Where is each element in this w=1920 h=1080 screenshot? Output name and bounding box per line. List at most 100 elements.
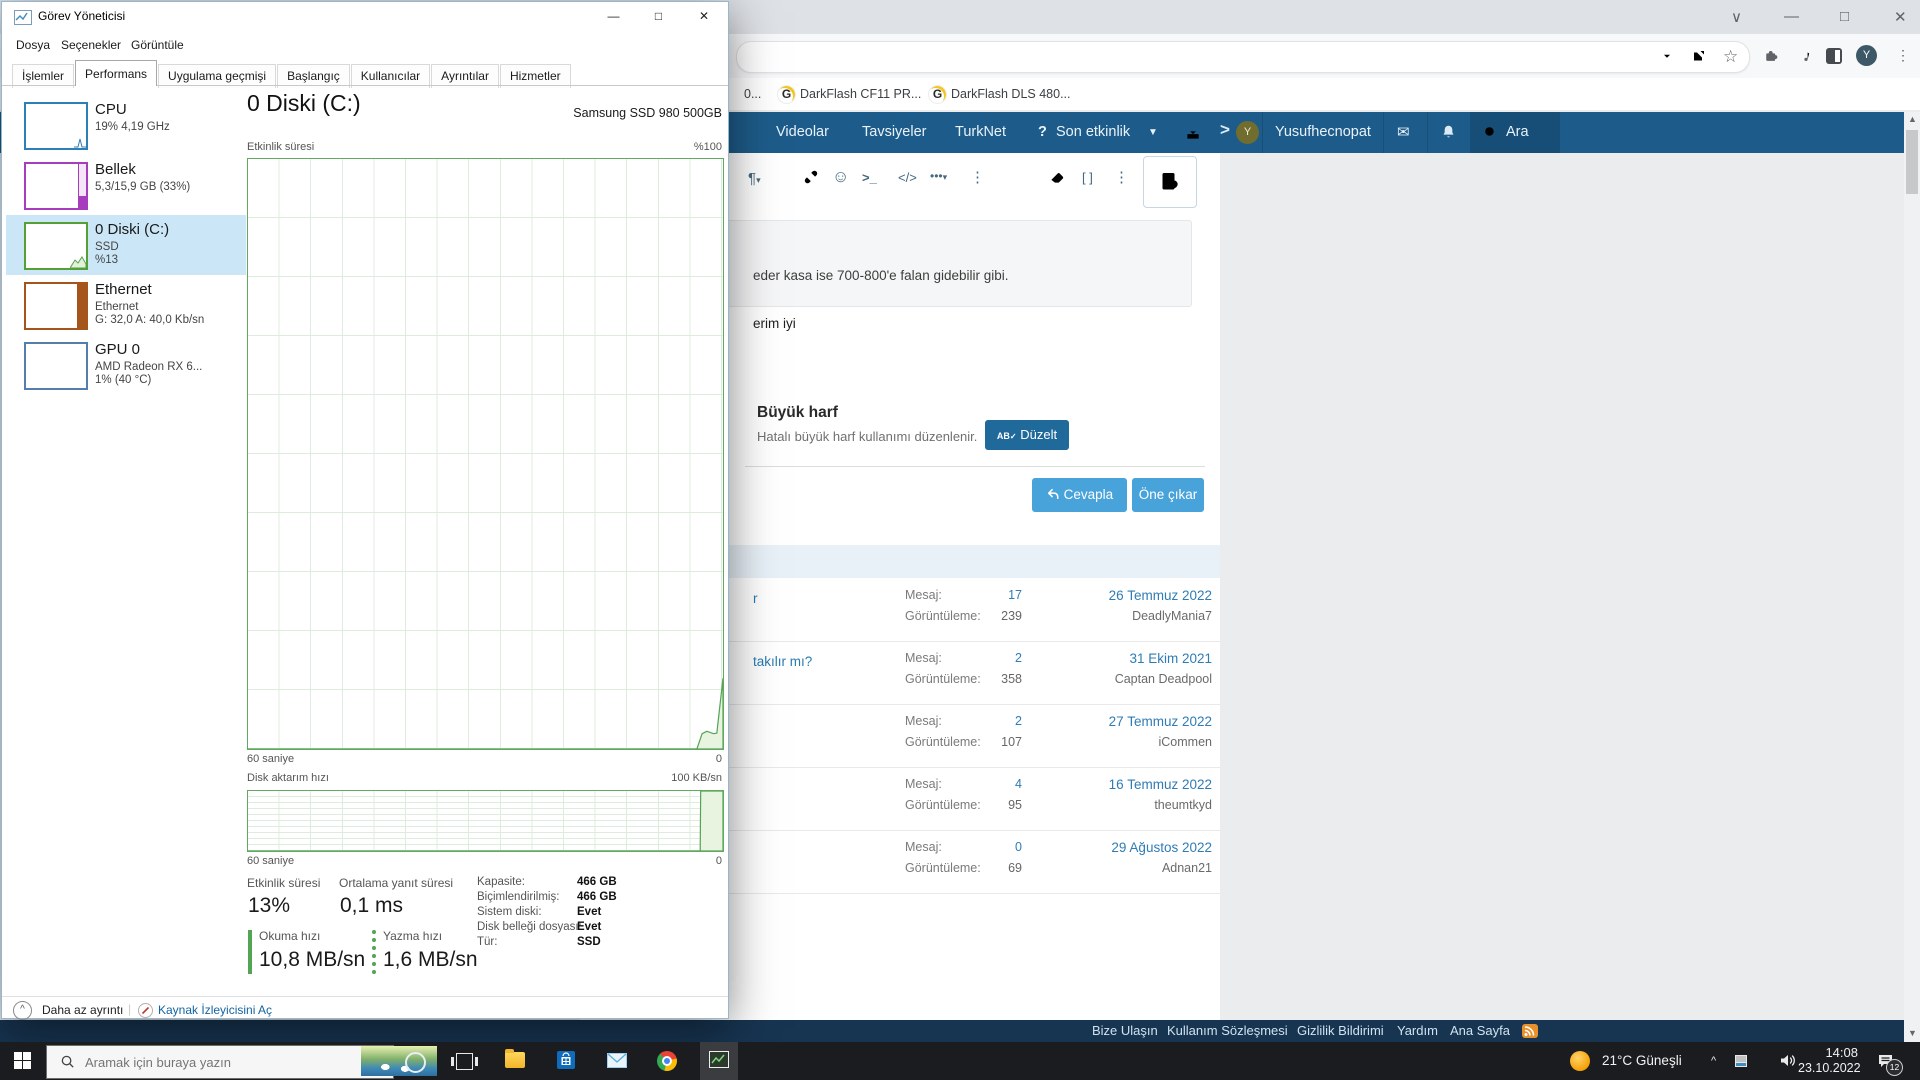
browser-minimize-button[interactable]: — — [1784, 8, 1799, 25]
thread-title-link[interactable]: takılır mı? — [753, 654, 813, 669]
footer-link[interactable]: Bize Ulaşın — [1092, 1023, 1158, 1038]
menu-secenekler[interactable]: Seçenekler — [61, 38, 122, 52]
weather-text[interactable]: 21°C Güneşli — [1602, 1053, 1682, 1068]
toolbar-dots-icon[interactable]: ⋮ — [970, 169, 985, 186]
open-resource-monitor-link[interactable]: Kaynak İzleyicisini Aç — [158, 1003, 273, 1017]
taskbar-search-box[interactable] — [46, 1045, 437, 1079]
bookmark-item[interactable]: DarkFlash CF11 PR... — [800, 87, 922, 101]
smiley-icon[interactable]: ☺ — [832, 167, 850, 186]
tray-app-icon[interactable] — [1733, 1053, 1749, 1074]
bell-icon[interactable] — [1440, 123, 1457, 145]
bookmark-item[interactable]: DarkFlash DLS 480... — [951, 87, 1071, 101]
text-format-icon[interactable]: ¶▾ — [748, 170, 761, 187]
clock-date[interactable]: 23.10.2022 — [1798, 1061, 1861, 1075]
close-button[interactable]: ✕ — [698, 9, 710, 23]
sidebar-item-memory[interactable]: Bellek 5,3/15,9 GB (33%) — [6, 155, 246, 215]
thread-title-link[interactable]: r — [753, 591, 758, 606]
tab-uygulama-geçmişi[interactable]: Uygulama geçmişi — [158, 64, 277, 88]
bookmark-star-icon[interactable]: ☆ — [1723, 47, 1739, 66]
tab-ayrıntılar[interactable]: Ayrıntılar — [431, 64, 499, 88]
cortana-icon[interactable] — [405, 1052, 426, 1073]
eraser-icon[interactable] — [1048, 168, 1066, 191]
bookmark-item[interactable]: 0... — [744, 87, 762, 101]
minimize-button[interactable]: — — [607, 9, 620, 23]
nav-son-etkinlik[interactable]: Son etkinlik — [1056, 124, 1131, 140]
taskbar-search-input[interactable] — [83, 1046, 337, 1078]
less-details-button[interactable]: Daha az ayrıntı — [42, 1003, 124, 1017]
footer-link[interactable]: Gizlilik Bildirimi — [1297, 1023, 1384, 1038]
thread-date-link[interactable]: 26 Temmuz 2022 — [1108, 588, 1212, 603]
chrome-icon[interactable] — [657, 1051, 677, 1071]
start-button[interactable] — [14, 1052, 31, 1069]
rss-icon[interactable] — [1522, 1024, 1538, 1038]
clock-time[interactable]: 14:08 — [1825, 1045, 1858, 1060]
publish-tray-icon[interactable] — [1184, 124, 1202, 147]
more-options-icon[interactable]: •••▾ — [930, 169, 948, 183]
sidebar-item-gpu[interactable]: GPU 0 AMD Radeon RX 6... 1% (40 °C) — [6, 335, 246, 395]
microsoft-store-icon[interactable] — [557, 1051, 575, 1069]
sidebar-item-cpu[interactable]: CPU 19% 4,19 GHz — [6, 95, 246, 155]
scroll-down-icon[interactable]: ▼ — [1908, 1028, 1917, 1038]
scrollbar-thumb[interactable] — [1906, 130, 1918, 194]
code-icon[interactable]: </> — [898, 170, 917, 185]
notification-center-icon[interactable]: 12 — [1876, 1052, 1903, 1076]
playlist-extension-icon[interactable] — [1795, 48, 1811, 69]
scroll-up-icon[interactable]: ▲ — [1908, 114, 1917, 124]
network-icon[interactable] — [1757, 1053, 1775, 1074]
task-view-icon[interactable] — [451, 1053, 478, 1070]
footer-link[interactable]: Yardım — [1397, 1023, 1438, 1038]
toolbar-dots-icon[interactable]: ⋮ — [1114, 169, 1129, 186]
preview-button[interactable] — [1143, 156, 1197, 208]
sidebar-line2: 19% 4,19 GHz — [95, 121, 170, 133]
reply-button[interactable]: Cevapla — [1032, 478, 1127, 512]
volume-icon[interactable] — [1779, 1052, 1797, 1074]
download-icon[interactable] — [1659, 48, 1675, 69]
tab-başlangıç[interactable]: Başlangıç — [277, 64, 350, 88]
share-icon[interactable] — [1691, 48, 1707, 69]
duzelt-button[interactable]: AB✓ Düzelt — [985, 420, 1069, 450]
sidebar-extension-icon[interactable] — [1826, 48, 1842, 64]
tab-hizmetler[interactable]: Hizmetler — [499, 64, 571, 88]
footer-link[interactable]: Kullanım Sözleşmesi — [1167, 1023, 1288, 1038]
browser-profile-avatar[interactable]: Y — [1856, 45, 1877, 66]
nav-tavsiyeler[interactable]: Tavsiyeler — [862, 124, 927, 140]
chevron-down-icon[interactable]: ▼ — [1148, 127, 1158, 138]
address-bar[interactable] — [736, 41, 1750, 73]
insert-link-icon[interactable] — [802, 168, 820, 191]
maximize-button[interactable]: □ — [654, 9, 663, 23]
tray-expand-chevron-icon[interactable]: ^ — [1711, 1055, 1717, 1067]
page-scrollbar[interactable] — [1904, 112, 1920, 1042]
weather-sun-icon[interactable] — [1570, 1051, 1590, 1071]
menu-dosya[interactable]: Dosya — [16, 38, 51, 52]
browser-chevron-icon[interactable]: ∨ — [1731, 9, 1742, 26]
browser-close-button[interactable]: ✕ — [1894, 9, 1907, 26]
tab-kullanıcılar[interactable]: Kullanıcılar — [350, 64, 431, 88]
thread-date-link[interactable]: 27 Temmuz 2022 — [1108, 714, 1212, 729]
mail-icon[interactable]: ✉ — [1397, 124, 1410, 141]
sidebar-item-disk[interactable]: 0 Diski (C:) SSD %13 — [6, 215, 246, 275]
msg-label: Mesaj: — [905, 588, 942, 602]
browser-menu-dots-icon[interactable]: ⋮ — [1896, 47, 1910, 63]
nav-videolar[interactable]: Videolar — [776, 124, 829, 140]
nav-turknet[interactable]: TurkNet — [955, 124, 1007, 140]
bbcode-brackets-icon[interactable]: [ ] — [1082, 170, 1093, 185]
feature-button[interactable]: Öne çıkar — [1132, 478, 1204, 512]
nav-expand-chevron-icon[interactable]: > — [1220, 120, 1230, 139]
tab-performans[interactable]: Performans — [75, 60, 158, 86]
nav-username[interactable]: Yusufhecnopat — [1275, 124, 1371, 140]
footer-link[interactable]: Ana Sayfa — [1450, 1023, 1510, 1038]
browser-maximize-button[interactable]: □ — [1840, 8, 1850, 25]
task-manager-taskbar-button[interactable] — [700, 1042, 738, 1080]
mail-app-icon[interactable] — [607, 1053, 627, 1073]
user-avatar[interactable]: Y — [1236, 121, 1259, 144]
file-explorer-icon[interactable] — [505, 1049, 525, 1068]
thread-date-link[interactable]: 29 Ağustos 2022 — [1111, 840, 1212, 855]
tab-i̇şlemler[interactable]: İşlemler — [12, 64, 75, 88]
thread-date-link[interactable]: 31 Ekim 2021 — [1129, 651, 1212, 666]
sidebar-item-ethernet[interactable]: Ethernet Ethernet G: 32,0 A: 40,0 Kb/sn — [6, 275, 246, 335]
terminal-icon[interactable]: >_ — [862, 170, 877, 185]
extensions-puzzle-icon[interactable] — [1762, 47, 1779, 69]
thread-date-link[interactable]: 16 Temmuz 2022 — [1108, 777, 1212, 792]
menu-goruntule[interactable]: Görüntüle — [131, 38, 184, 52]
nav-search-box[interactable] — [1470, 112, 1560, 153]
